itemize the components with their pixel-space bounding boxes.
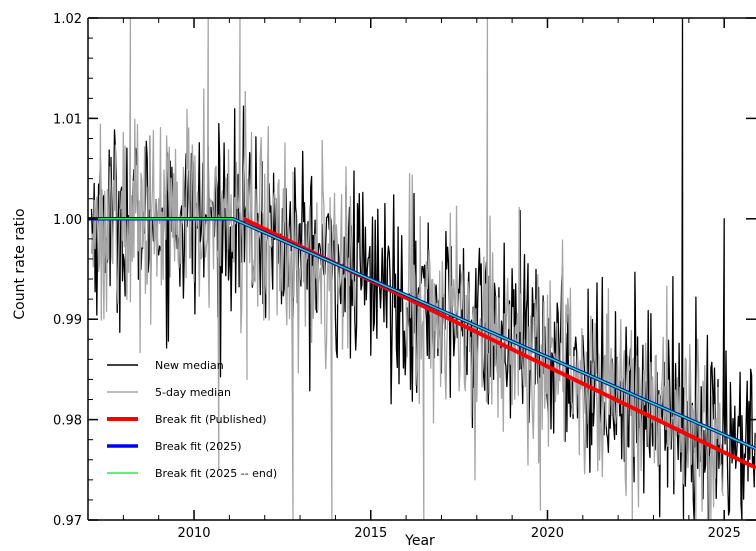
y-tick-label: 0.99	[53, 313, 82, 328]
x-tick-label: 2010	[177, 526, 210, 541]
y-axis-label: Count rate ratio	[12, 208, 28, 319]
legend-label: 5-day median	[155, 386, 231, 399]
legend-label: New median	[155, 359, 224, 372]
y-tick-label: 1.01	[53, 112, 82, 127]
x-tick-label: 2020	[531, 526, 564, 541]
y-tick-label: 1.02	[53, 12, 82, 27]
legend-label: Break fit (Published)	[155, 413, 266, 426]
x-axis-label: Year	[404, 533, 435, 549]
y-tick-label: 0.98	[53, 414, 82, 429]
x-tick-label: 2025	[708, 526, 741, 541]
series-layer	[88, 18, 756, 520]
y-tick-label: 1.00	[53, 213, 82, 228]
legend: New median 5-day median Break fit (Publish…	[107, 359, 277, 480]
legend-label: Break fit (2025 -- end)	[155, 467, 277, 480]
axes-layer: 0.97 0.98 0.99 1.00 1.01 1.02 2010 2015 2020 2025	[53, 12, 756, 541]
series-5-day-median-line	[90, 18, 724, 520]
series-break-fit-2025-end-line	[88, 218, 756, 450]
legend-label: Break fit (2025)	[155, 440, 242, 453]
x-tick-label: 2015	[354, 526, 387, 541]
y-tick-label: 0.97	[53, 514, 82, 529]
